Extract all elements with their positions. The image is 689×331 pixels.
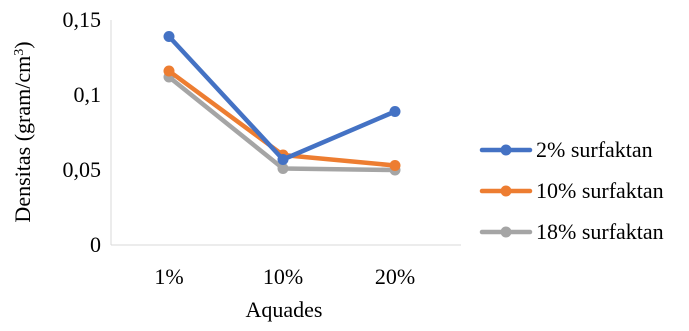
legend-item: 10% surfaktan — [479, 178, 664, 203]
y-axis-title: Densitas (gram/cm3) — [10, 41, 35, 222]
data-point — [389, 160, 401, 171]
legend-item: 2% surfaktan — [479, 137, 653, 162]
legend-marker — [500, 185, 512, 197]
legend-item: 18% surfaktan — [479, 219, 664, 244]
series-group — [163, 71, 401, 176]
data-point — [277, 163, 289, 174]
y-tick-label: 0,05 — [63, 157, 102, 182]
y-axis-title-main: Densitas (gram/cm — [10, 56, 35, 223]
y-tick-label: 0,15 — [63, 7, 102, 32]
series-layer — [163, 31, 401, 176]
y-axis-title-superscript: 3 — [12, 49, 27, 56]
series-group — [163, 31, 401, 165]
y-tick-label: 0 — [90, 232, 101, 257]
legend-marker — [500, 144, 512, 156]
x-tick-label: 10% — [263, 264, 303, 289]
legend-marker — [500, 226, 512, 238]
x-tick-labels: 1% 10% 20% — [154, 264, 415, 289]
y-tick-label: 0,1 — [74, 82, 102, 107]
legend-label: 10% surfaktan — [536, 178, 664, 203]
data-point — [389, 106, 401, 117]
y-axis-title-close: ) — [10, 41, 35, 48]
y-tick-labels: 0 0,05 0,1 0,15 — [63, 7, 102, 257]
data-point — [163, 31, 175, 42]
legend-label: 18% surfaktan — [536, 219, 664, 244]
x-tick-label: 1% — [154, 264, 183, 289]
legend: 2% surfaktan 10% surfaktan 18% surfaktan — [479, 137, 664, 244]
axes — [110, 20, 461, 246]
legend-label: 2% surfaktan — [536, 137, 653, 162]
data-point — [163, 65, 175, 77]
x-axis-title: Aquades — [246, 297, 323, 322]
data-point — [277, 154, 289, 165]
x-tick-label: 20% — [375, 264, 415, 289]
